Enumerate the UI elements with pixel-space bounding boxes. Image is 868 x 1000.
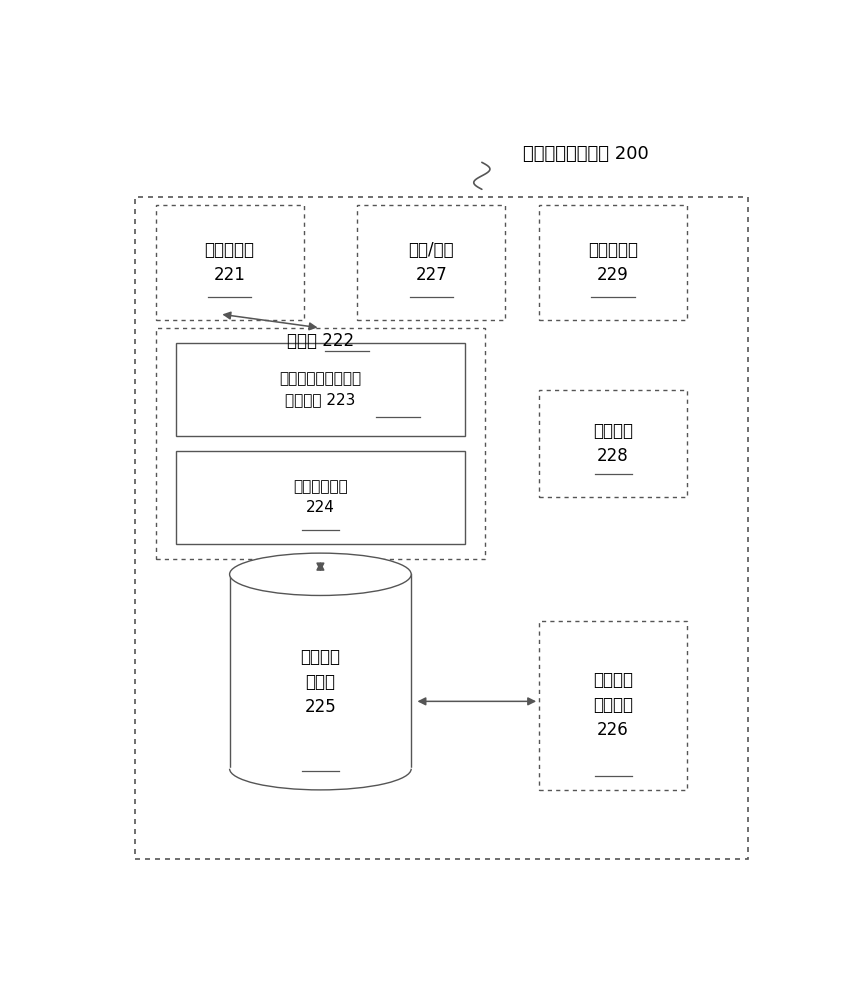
FancyBboxPatch shape (539, 389, 687, 497)
Text: 医学图像处理设备 200: 医学图像处理设备 200 (523, 145, 649, 163)
Text: 网络接口
228: 网络接口 228 (593, 422, 633, 465)
Text: 输入/输出
227: 输入/输出 227 (409, 241, 454, 284)
Text: 医学图像
数据库
225: 医学图像 数据库 225 (300, 648, 340, 716)
Text: （一个或多个）图像
处理程序 223: （一个或多个）图像 处理程序 223 (279, 372, 361, 408)
FancyBboxPatch shape (539, 205, 687, 320)
FancyBboxPatch shape (155, 205, 304, 320)
Text: 图像显示器
229: 图像显示器 229 (588, 241, 638, 284)
FancyBboxPatch shape (358, 205, 505, 320)
FancyBboxPatch shape (135, 197, 747, 859)
Text: 存储器 222: 存储器 222 (286, 332, 354, 350)
Ellipse shape (229, 553, 411, 595)
Bar (229, 574, 411, 769)
FancyBboxPatch shape (175, 343, 465, 436)
FancyBboxPatch shape (155, 328, 485, 559)
FancyBboxPatch shape (175, 451, 465, 544)
Text: 医学图像数据
224: 医学图像数据 224 (293, 479, 348, 515)
FancyBboxPatch shape (539, 620, 687, 790)
Text: 图像数据
存储设备
226: 图像数据 存储设备 226 (593, 671, 633, 739)
Text: 图像处理器
221: 图像处理器 221 (205, 241, 254, 284)
